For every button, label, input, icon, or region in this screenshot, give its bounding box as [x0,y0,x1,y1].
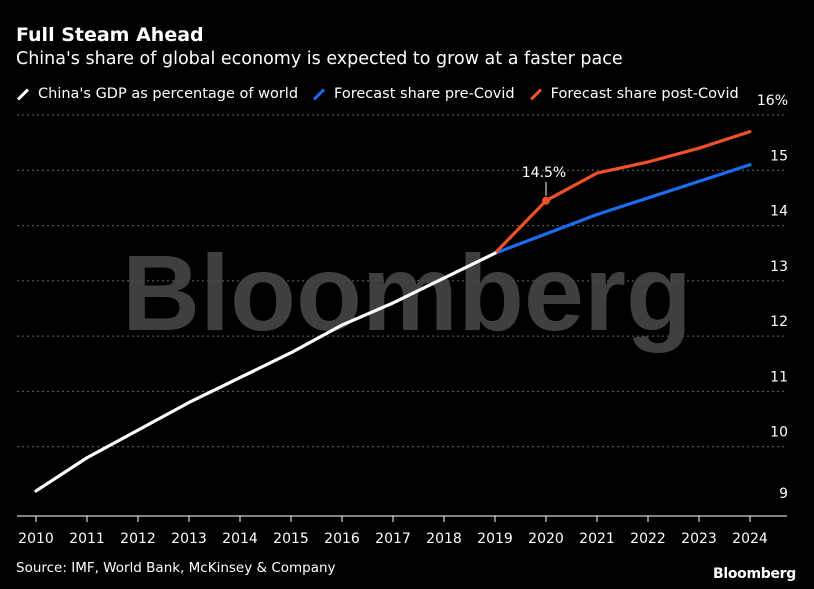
y-tick-label: 9 [779,486,788,502]
x-tick-label: 2013 [171,531,207,547]
x-tick-label: 2018 [426,531,462,547]
x-tick-label: 2021 [579,531,615,547]
legend-item-pre-covid: Forecast share pre-Covid [312,86,515,102]
x-tick-label: 2022 [630,531,666,547]
x-tick-label: 2023 [681,531,717,547]
x-tick-label: 2012 [120,531,156,547]
grid-lines [17,114,787,448]
chart-title: Full Steam Ahead [16,24,204,46]
annotations: 14.5% [522,165,566,205]
legend-label-pre-covid: Forecast share pre-Covid [334,86,515,102]
x-tick-label: 2019 [477,531,513,547]
series-line-forecast-share-pre-covid [493,163,752,255]
source-note: Source: IMF, World Bank, McKinsey & Comp… [16,560,336,576]
legend: China's GDP as percentage of world Forec… [16,86,753,102]
y-tick-label: 10 [770,425,788,441]
y-tick-label: 13 [770,259,788,275]
y-tick-label: 16% [757,93,788,109]
y-tick-label: 11 [770,369,788,385]
bloomberg-logo: Bloomberg [712,566,796,582]
y-tick-label: 14 [770,204,788,220]
y-tick-label: 12 [770,314,788,330]
x-tick-label: 2016 [324,531,360,547]
legend-item-historical: China's GDP as percentage of world [16,86,298,102]
chart-subtitle: China's share of global economy is expec… [16,49,623,69]
annotation-marker [542,196,550,205]
x-tick-label: 2010 [18,531,54,547]
legend-label-historical: China's GDP as percentage of world [38,86,299,102]
x-tick-label: 2014 [222,531,258,547]
x-tick-label: 2011 [69,531,105,547]
x-tick-label: 2017 [375,531,411,547]
legend-item-post-covid: Forecast share post-Covid [529,86,739,102]
y-axis: 9 10 11 12 13 14 15 16% [757,93,788,502]
y-tick-label: 15 [770,148,788,164]
x-tick-label: 2020 [528,531,564,547]
watermark-logo: Bloomberg [122,232,692,353]
annotation-label: 14.5% [522,165,566,181]
x-tick-label: 2024 [732,531,768,547]
series-line-china-s-gdp-as-percentage-of-world [34,251,497,493]
series-lines [34,129,752,493]
x-axis: 2010 2011 2012 2013 2014 2015 2016 2017 2018 2019… [17,515,787,547]
x-tick-label: 2015 [273,531,309,547]
legend-label-post-covid: Forecast share post-Covid [550,86,739,102]
series-line-forecast-share-post-covid [493,129,752,255]
